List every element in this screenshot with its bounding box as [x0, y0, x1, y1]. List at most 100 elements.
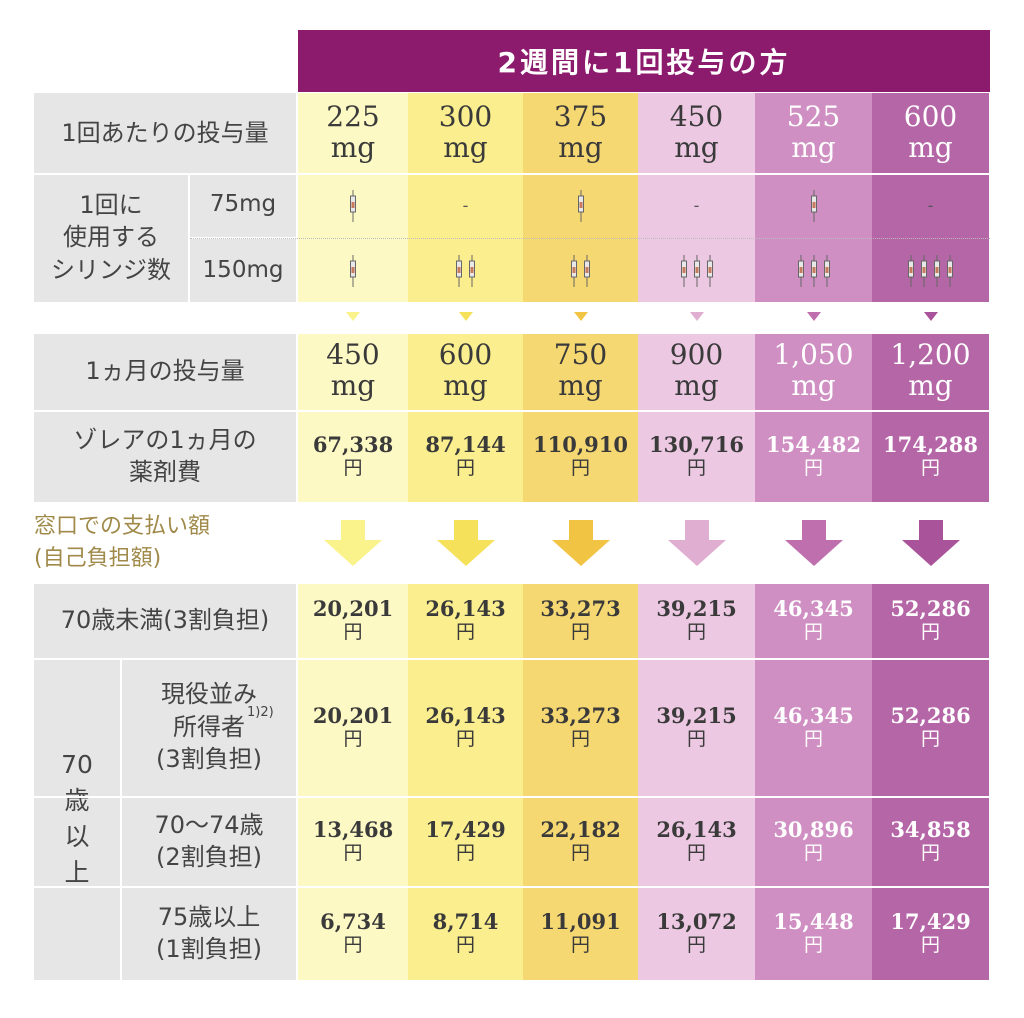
monthly-cost-cell-unit: 円 [455, 457, 475, 480]
syringe-icon [469, 254, 475, 287]
syringe-75-cell [523, 173, 638, 238]
column-bg-4 [638, 582, 755, 658]
under70-cell-unit: 円 [570, 621, 590, 644]
age70-74-cell: 22,182 円 [523, 796, 638, 886]
column-bg-1 [298, 410, 408, 502]
column-bg-4 [638, 410, 755, 502]
column-bg-6 [872, 93, 989, 173]
working-income-cell-value: 33,273 [540, 703, 621, 728]
age75-cell-value: 15,448 [773, 909, 854, 934]
under70-cell: 33,273 円 [523, 582, 638, 658]
syringe-icon [680, 254, 687, 287]
syringe-150-cell [872, 239, 989, 302]
dose-value: 375 [553, 100, 608, 134]
age75-cell: 15,448 円 [755, 886, 872, 980]
syringe-icon [797, 254, 804, 287]
dose-cell: 375 mg [523, 93, 638, 173]
label-syr-75-text: 75mg [209, 191, 277, 218]
age70-74-cell-unit: 円 [803, 842, 823, 865]
label-syr-150: 150mg [190, 239, 296, 302]
monthly-dose-value: 450 [326, 338, 380, 372]
monthly-cost-cell-value: 87,144 [425, 432, 506, 457]
monthly-cost-cell-value: 154,482 [766, 432, 861, 457]
monthly-cost-cell-value: 174,288 [883, 432, 978, 457]
working-income-cell-unit: 円 [920, 728, 940, 751]
payment-arrow [755, 515, 872, 571]
syringe-icon [577, 189, 584, 222]
age70-74-cell-value: 17,429 [425, 817, 506, 842]
label-monthly-dose: 1ヵ月の投与量 [34, 332, 296, 410]
label-monthly-cost: ゾレアの1ヵ月の 薬剤費 [34, 410, 296, 502]
age75-cell-unit: 円 [570, 934, 590, 957]
monthly-cost-cell-unit: 円 [686, 457, 706, 480]
age70-74-cell: 34,858 円 [872, 796, 989, 886]
label-window-payment: 窓口での支払い額 (自己負担額) [34, 508, 284, 578]
age70-74-cell-unit: 円 [343, 842, 363, 865]
monthly-dose-value: 750 [553, 338, 608, 372]
monthly-dose-unit: mg [558, 369, 603, 402]
column-bg-4 [638, 658, 755, 980]
monthly-cost-cell: 110,910 円 [523, 410, 638, 502]
arrow-down-icon [436, 520, 495, 566]
arrow-down-icon [667, 520, 726, 566]
label-syringes: 1回に 使用する シリンジ数 [34, 173, 188, 302]
syringe-divider [190, 238, 990, 239]
dose-value: 600 [903, 100, 958, 134]
monthly-dose-cell: 1,050 mg [755, 332, 872, 410]
syringe-icon [908, 254, 914, 287]
syringe-75-cell: - [408, 173, 523, 238]
monthly-cost-cell-value: 67,338 [312, 432, 394, 457]
column-bg-6 [872, 173, 989, 302]
under70-cell: 52,286 円 [872, 582, 989, 658]
dose-value: 450 [669, 100, 724, 134]
monthly-dose-cell: 450 mg [298, 332, 408, 410]
dose-unit: mg [330, 131, 376, 164]
row-separator [34, 410, 990, 412]
dose-unit: mg [908, 131, 953, 164]
dose-value: 525 [786, 100, 841, 134]
monthly-cost-cell-unit: 円 [343, 457, 363, 480]
age70-74-cell-unit: 円 [920, 842, 940, 865]
monthly-cost-cell: 130,716 円 [638, 410, 755, 502]
age75-cell-unit: 円 [455, 934, 475, 957]
dose-cell: 300 mg [408, 93, 523, 173]
chevron-down-icon [458, 312, 473, 321]
syringe-75-cell [755, 173, 872, 238]
age75-cell-unit: 円 [920, 934, 940, 957]
under70-cell-unit: 円 [343, 621, 363, 644]
syringe-icon [934, 254, 940, 287]
syringe-icon [810, 189, 817, 222]
monthly-dose-unit: mg [791, 369, 836, 402]
under70-cell-value: 20,201 [312, 596, 394, 621]
syringe-75-cell [298, 173, 408, 238]
syringe-150-cell [408, 239, 523, 302]
working-income-cell: 39,215 円 [638, 658, 755, 796]
label-over70: 70 歳 以 上 [34, 658, 120, 980]
label-age70-74-text: 70〜74歳 (2割負担) [154, 810, 264, 871]
age75-cell-value: 11,091 [540, 909, 621, 934]
syringe-none-dash: - [462, 196, 469, 215]
arrow-down-icon [784, 520, 843, 566]
monthly-dose-value: 900 [669, 338, 724, 372]
chevron-down-icon [923, 312, 938, 321]
monthly-dose-unit: mg [674, 369, 719, 402]
chevron-down-icon [346, 312, 360, 321]
syringe-75-cell: - [872, 173, 989, 238]
payment-arrow [523, 515, 638, 571]
syringe-icon [921, 254, 927, 287]
column-bg-5 [755, 410, 872, 502]
working-income-footnote: 1)2) [247, 705, 274, 720]
working-income-cell-value: 39,215 [656, 703, 737, 728]
working-income-cell: 26,143 円 [408, 658, 523, 796]
age75-cell-value: 6,734 [320, 909, 386, 934]
syringe-icon [823, 254, 830, 287]
label-monthly-cost-text: ゾレアの1ヵ月の 薬剤費 [73, 425, 257, 486]
age70-74-cell: 13,468 円 [298, 796, 408, 886]
dose-unit: mg [443, 131, 488, 164]
label-dose-per-time-text: 1回あたりの投与量 [61, 118, 269, 147]
column-bg-6 [872, 582, 989, 658]
dose-cell: 600 mg [872, 93, 989, 173]
age70-74-cell-value: 26,143 [656, 817, 737, 842]
syringe-150-cell [523, 239, 638, 302]
under70-cell-unit: 円 [920, 621, 940, 644]
